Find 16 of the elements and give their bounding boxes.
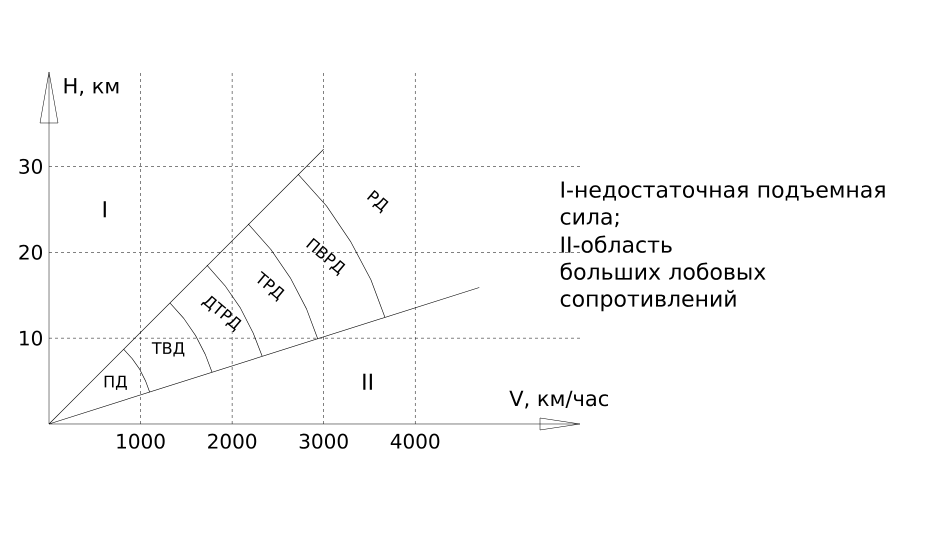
y-axis-title: H, км <box>64 78 118 96</box>
annotation: I-недостаточная подъемная сила; <box>560 182 885 228</box>
annotation: II <box>363 374 372 390</box>
annotation: I <box>104 201 106 218</box>
x-tick-label: 1000 <box>117 434 165 449</box>
x-tick-label: 3000 <box>300 434 348 449</box>
x-tick-label: 4000 <box>390 434 440 449</box>
annotation: РД <box>366 190 389 214</box>
annotation: ТВД <box>152 342 184 356</box>
x-tick-label: 2000 <box>208 434 256 449</box>
annotation: ПД <box>104 376 127 390</box>
y-tick-label: 20 <box>19 244 42 260</box>
y-tick-label: 10 <box>20 330 42 346</box>
y-tick-label: 30 <box>19 158 42 174</box>
x-axis-title: V, км/час <box>509 390 608 408</box>
annotation: II-область больших лобовых сопротивлений <box>560 236 766 312</box>
